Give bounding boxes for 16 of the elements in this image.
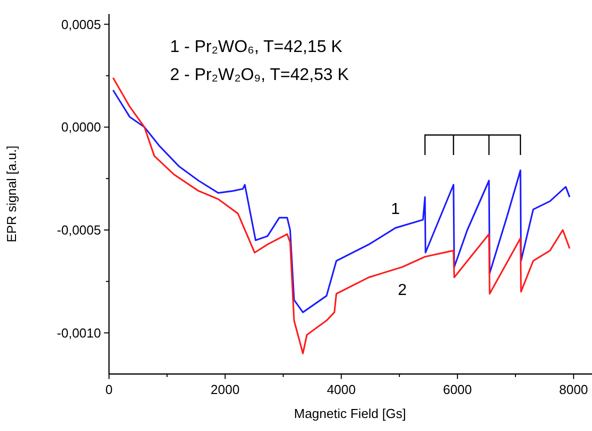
x-tick-label: 0 bbox=[105, 382, 113, 397]
annotation: 1 - Pr₂WO₆, T=42,15 K bbox=[170, 37, 343, 56]
y-tick-label: 0,0005 bbox=[61, 16, 101, 32]
x-tick-label: 4000 bbox=[326, 382, 356, 397]
y-axis-title: EPR signal [a.u.] bbox=[4, 146, 19, 242]
y-tick-label: 0,0000 bbox=[61, 120, 101, 135]
x-tick-label: 8000 bbox=[559, 382, 588, 397]
line-series bbox=[112, 89, 570, 314]
y-tick-label: -0,0010 bbox=[56, 325, 101, 340]
x-axis-title: Magnetic Field [Gs] bbox=[294, 406, 406, 421]
series-label: 2 bbox=[398, 282, 407, 300]
y-tick-label: -0,0005 bbox=[56, 222, 101, 238]
x-tick-label: 2000 bbox=[210, 382, 240, 397]
series-label: 1 bbox=[390, 200, 400, 218]
x-tick-label: 6000 bbox=[442, 382, 472, 397]
annotation: 2 - Pr₂W₂O₉, T=42,53 K bbox=[170, 65, 350, 84]
